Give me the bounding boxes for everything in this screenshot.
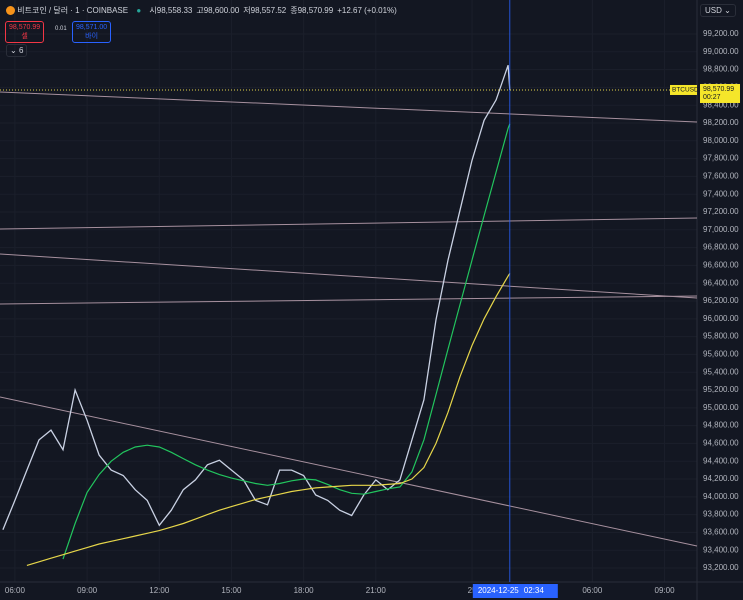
x-tick-label: 09:00	[655, 586, 676, 595]
y-tick-label: 95,400.00	[703, 367, 739, 376]
y-tick-label: 98,200.00	[703, 118, 739, 127]
y-tick-label: 96,200.00	[703, 296, 739, 305]
y-tick-label: 93,200.00	[703, 563, 739, 572]
x-tick-label: 21:00	[366, 586, 387, 595]
y-tick-label: 97,800.00	[703, 154, 739, 163]
trend-line	[0, 253, 698, 299]
x-tick-label: 09:00	[77, 586, 98, 595]
symbol-tag: BTCUSD	[672, 87, 699, 94]
sell-button[interactable]: 98,570.99 셀	[5, 21, 45, 43]
ohlc-value: 종98,570.99	[290, 6, 334, 15]
x-tick-label: 18:00	[294, 586, 315, 595]
y-tick-label: 97,200.00	[703, 207, 739, 216]
ohlc-value: 저98,557.52	[243, 6, 287, 15]
y-tick-label: 94,600.00	[703, 439, 739, 448]
indicator-toggle[interactable]: ⌄ 6	[6, 44, 28, 57]
symbol-tag-bg	[670, 84, 697, 95]
y-tick-label: 98,400.00	[703, 100, 739, 109]
symbol-row: 비트코인 / 달러 · 1 · COINBASE ● 시98,558.33 고98…	[6, 5, 401, 16]
ohlc-value: +12.67 (+0.01%)	[337, 6, 397, 15]
y-tick-label: 95,200.00	[703, 385, 739, 394]
x-tick-label: 15:00	[221, 586, 242, 595]
buy-button[interactable]: 98,571.00 바이	[72, 21, 112, 43]
y-tick-label: 96,600.00	[703, 261, 739, 270]
price-line	[2, 64, 511, 531]
x-tick-label: 25	[468, 586, 477, 595]
y-tick-label: 93,400.00	[703, 545, 739, 554]
cursor-tag-bg	[472, 584, 558, 598]
price-tag-bg	[700, 83, 740, 103]
indicator-count: 6	[18, 46, 24, 55]
y-tick-label: 94,800.00	[703, 421, 739, 430]
y-tick-label: 96,400.00	[703, 278, 739, 287]
sell-price: 98,570.99	[9, 24, 41, 31]
y-tick-label: 96,000.00	[703, 314, 739, 323]
cursor-date: 2024-12-25	[478, 586, 519, 595]
countdown: 00:27	[703, 94, 721, 101]
y-tick-label: 94,400.00	[703, 456, 739, 465]
buy-price: 98,571.00	[76, 24, 108, 31]
y-tick-label: 97,400.00	[703, 189, 739, 198]
y-tick-label: 96,800.00	[703, 243, 739, 252]
buy-label: 바이	[85, 33, 99, 40]
y-tick-label: 93,800.00	[703, 510, 739, 519]
y-tick-label: 95,600.00	[703, 350, 739, 359]
trend-line	[0, 217, 698, 230]
coin-icon	[6, 6, 15, 16]
sell-label: 셀	[21, 33, 28, 40]
price-tag: 98,570.99	[703, 86, 734, 93]
symbol[interactable]: 비트코인 / 달러 · 1 · COINBASE	[17, 6, 129, 15]
ohlc: 시98,558.33 고98,600.00 저98,557.52 종98,570.99…	[149, 6, 400, 15]
y-tick-label: 93,600.00	[703, 528, 739, 537]
ohlc-value: 시98,558.33	[149, 6, 193, 15]
status-dot: ●	[136, 6, 142, 15]
y-tick-label: 98,000.00	[703, 136, 739, 145]
currency: USD	[705, 6, 722, 15]
price-line	[62, 123, 511, 560]
x-tick-label: 06:00	[5, 586, 26, 595]
price-line	[26, 273, 511, 566]
x-tick-label: 06:00	[582, 586, 603, 595]
y-tick-label: 95,000.00	[703, 403, 739, 412]
y-tick-label: 97,000.00	[703, 225, 739, 234]
trend-line	[0, 91, 698, 123]
y-tick-label: 99,000.00	[703, 47, 739, 56]
y-tick-label: 95,800.00	[703, 332, 739, 341]
trend-line	[0, 396, 698, 547]
trend-lines	[0, 91, 698, 547]
y-tick-label: 94,000.00	[703, 492, 739, 501]
y-tick-label: 99,200.00	[703, 29, 739, 38]
x-tick-label: 12:00	[149, 586, 170, 595]
y-tick-label: 98,800.00	[703, 65, 739, 74]
trend-line	[0, 295, 698, 305]
grid	[0, 0, 697, 582]
y-tick-label: 97,600.00	[703, 172, 739, 181]
cursor-time: 02:34	[524, 586, 545, 595]
y-tick-label: 94,200.00	[703, 474, 739, 483]
currency-select[interactable]: USD ⌄	[700, 4, 736, 17]
spread: 0.01	[55, 26, 67, 32]
ohlc-value: 고98,600.00	[196, 6, 240, 15]
